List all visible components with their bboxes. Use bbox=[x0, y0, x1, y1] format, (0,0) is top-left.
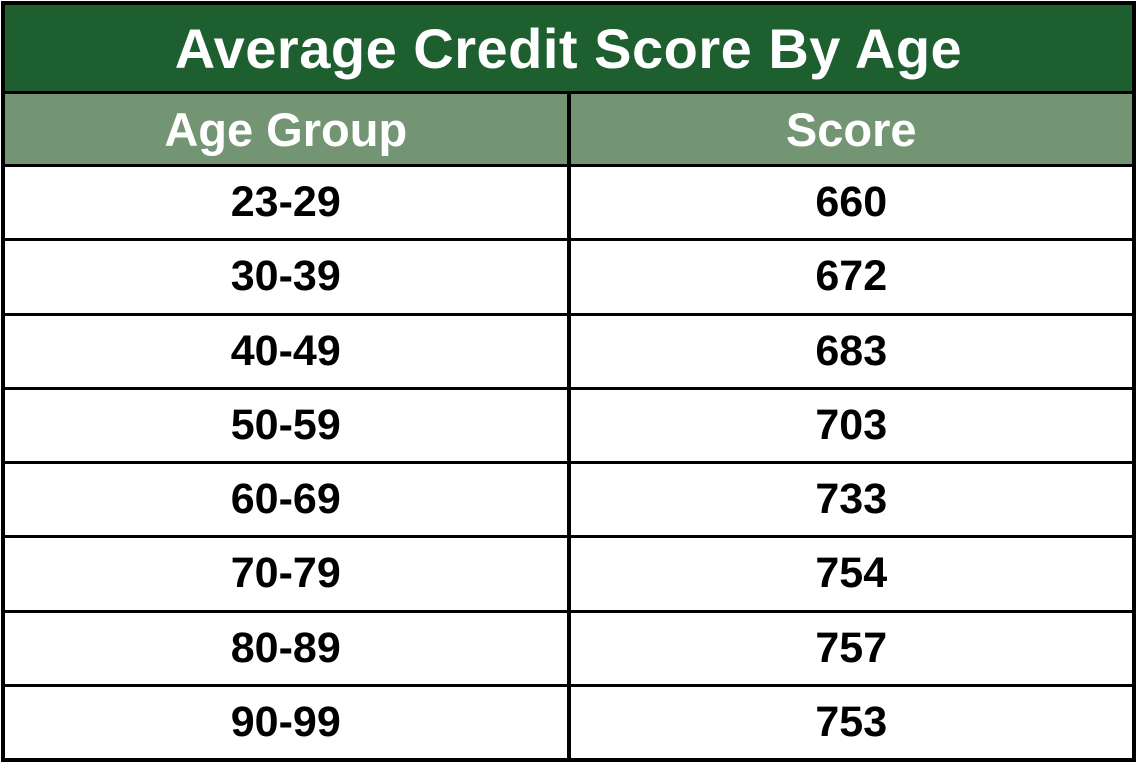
age-group-cell: 23-29 bbox=[230, 178, 341, 227]
score-cell: 703 bbox=[566, 389, 1133, 461]
age-group-cell: 40-49 bbox=[230, 326, 341, 375]
column-header-age-group: Age Group bbox=[164, 102, 408, 156]
table-row: 70-79 754 bbox=[5, 535, 1133, 610]
score-cell: 733 bbox=[566, 464, 1133, 536]
age-group-cell: 50-59 bbox=[230, 400, 341, 449]
age-group-cell: 70-79 bbox=[230, 549, 341, 598]
score-cell: 754 bbox=[566, 538, 1133, 610]
score-cell: 660 bbox=[566, 167, 1133, 239]
score-cell: 683 bbox=[566, 315, 1133, 387]
table-row: 80-89 757 bbox=[5, 609, 1133, 684]
column-header-score: Score bbox=[566, 94, 1133, 164]
score-cell: 672 bbox=[566, 241, 1133, 313]
table-row: 90-99 753 bbox=[5, 683, 1133, 758]
score-cell: 757 bbox=[566, 612, 1133, 684]
age-group-cell: 80-89 bbox=[230, 623, 341, 672]
table-row: 40-49 683 bbox=[5, 312, 1133, 387]
score-cell: 753 bbox=[566, 686, 1133, 758]
table-row: 30-39 672 bbox=[5, 238, 1133, 313]
age-group-cell: 60-69 bbox=[230, 475, 341, 524]
table-header-row: Age Group Score bbox=[5, 94, 1132, 167]
age-group-cell: 30-39 bbox=[230, 252, 341, 301]
age-group-cell: 90-99 bbox=[230, 697, 341, 746]
table-row: 23-29 660 bbox=[5, 167, 1133, 239]
table-row: 50-59 703 bbox=[5, 386, 1133, 461]
table-row: 60-69 733 bbox=[5, 461, 1133, 536]
table-title: Average Credit Score By Age bbox=[5, 5, 1132, 94]
